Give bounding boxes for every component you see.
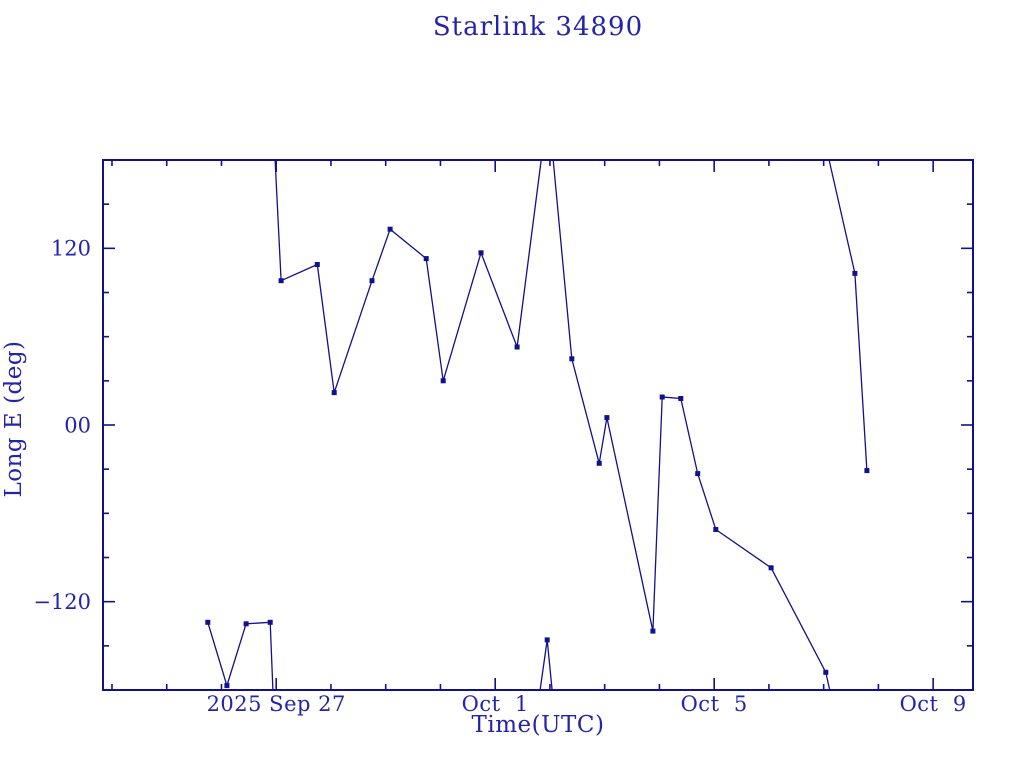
data-point-marker [331,390,337,396]
data-point-marker [243,621,249,627]
data-point-marker [440,378,446,384]
data-point-marker [823,669,829,675]
y-tick-label: 120 [51,237,91,261]
data-point-marker [604,415,610,421]
data-point-marker [478,250,484,256]
data-point-marker [369,278,375,284]
series-line [828,159,868,471]
x-axis-label: Time(UTC) [471,712,605,738]
series-line [552,159,831,691]
series-line [539,639,553,691]
data-point-marker [423,256,429,262]
data-point-marker [514,344,520,350]
data-point-marker [713,527,719,532]
data-point-marker [695,471,701,477]
x-tick-label: 2025 Sep 27 [207,692,346,716]
y-tick-label: −120 [33,590,91,614]
data-point-marker [678,396,684,401]
y-tick-label: 00 [64,413,91,437]
data-point-marker [278,278,284,284]
series-line [274,159,542,393]
x-tick-label: Oct 5 [681,692,748,716]
chart-title: Starlink 34890 [432,12,644,42]
x-tick-label: Oct 9 [900,692,967,716]
data-point-marker [267,619,273,625]
data-point-marker [224,683,230,689]
x-tick-label: Oct 1 [462,692,529,716]
data-point-marker [650,628,656,634]
data-point-marker [864,468,870,474]
data-point-marker [852,270,858,276]
data-point-marker [314,262,320,267]
data-point-marker [596,460,602,466]
plot-frame [102,159,974,691]
data-point-marker [387,226,393,232]
series-line [207,621,274,691]
data-point-marker [569,356,575,362]
data-point-marker [205,619,211,625]
data-point-marker [768,565,774,571]
data-point-marker [659,394,665,400]
data-point-marker [544,637,550,643]
